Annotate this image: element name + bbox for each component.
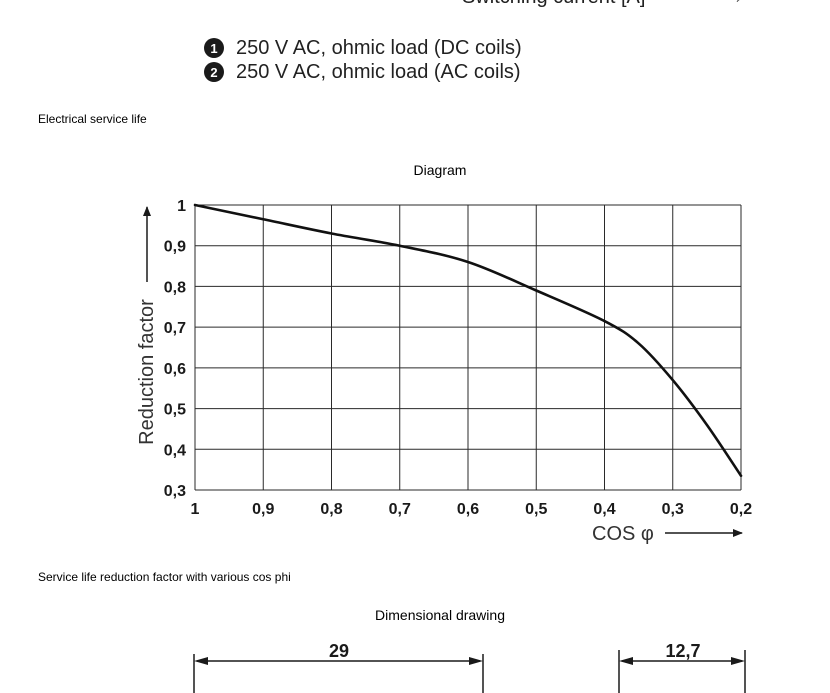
diagram-caption: Service life reduction factor with vario… xyxy=(38,570,291,584)
y-tick-label: 0,8 xyxy=(164,279,186,296)
x-tick-label: 0,7 xyxy=(389,501,411,518)
x-tick-label: 0,6 xyxy=(457,501,479,518)
number-1-badge: 1 xyxy=(204,38,224,58)
width-arrow-right xyxy=(469,657,483,665)
y-tick-label: 1 xyxy=(177,198,186,215)
x-tick-label: 0,4 xyxy=(593,501,615,518)
number-2-badge: 2 xyxy=(204,62,224,82)
x-tick-label: 0,2 xyxy=(730,501,752,518)
depth-dimension-label: 12,7 xyxy=(665,641,700,661)
legend-item: 2 250 V AC, ohmic load (AC coils) xyxy=(204,60,522,84)
y-axis-label: Reduction factor xyxy=(136,299,158,445)
y-tick-label: 0,9 xyxy=(164,239,186,256)
y-tick-label: 0,6 xyxy=(164,361,186,378)
legend-label: 250 V AC, ohmic load (AC coils) xyxy=(236,60,521,83)
x-tick-label: 0,9 xyxy=(252,501,274,518)
previous-chart-axis-label: Switching current [A] xyxy=(462,0,645,9)
depth-arrow-right xyxy=(731,657,745,665)
chart-tick-labels: 1 0,9 0,8 0,7 0,6 0,5 0,4 0,3 0,2 0,3 0,4 0,5 0,6 0,7… xyxy=(164,198,752,518)
x-tick-label: 0,5 xyxy=(525,501,547,518)
dimensional-drawing: 29 12,7 xyxy=(193,641,746,693)
chart-grid xyxy=(194,204,742,491)
y-tick-label: 0,4 xyxy=(164,442,186,459)
chart-series xyxy=(193,203,743,478)
width-arrow-left xyxy=(194,657,208,665)
previous-chart-axis-arrow: → xyxy=(724,0,744,9)
electrical-service-life-caption: Electrical service life xyxy=(38,112,147,126)
load-legend: 1 250 V AC, ohmic load (DC coils) 2 250 … xyxy=(204,36,522,84)
x-axis-label: COS φ xyxy=(592,523,654,545)
x-tick-label: 0,3 xyxy=(662,501,684,518)
legend-item: 1 250 V AC, ohmic load (DC coils) xyxy=(204,36,522,60)
y-tick-label: 0,3 xyxy=(164,483,186,500)
width-dimension-label: 29 xyxy=(329,641,349,661)
reduction-factor-curve xyxy=(193,203,743,478)
y-tick-label: 0,5 xyxy=(164,402,186,419)
y-tick-label: 0,7 xyxy=(164,320,186,337)
chart-axis-labels: Reduction factor COS φ xyxy=(136,206,743,545)
diagram-title: Diagram xyxy=(413,162,467,178)
x-tick-label: 0,8 xyxy=(320,501,342,518)
depth-arrow-left xyxy=(619,657,633,665)
x-tick-label: 1 xyxy=(191,501,200,518)
dimensional-drawing-title: Dimensional drawing xyxy=(375,607,505,623)
legend-label: 250 V AC, ohmic load (DC coils) xyxy=(236,36,522,59)
